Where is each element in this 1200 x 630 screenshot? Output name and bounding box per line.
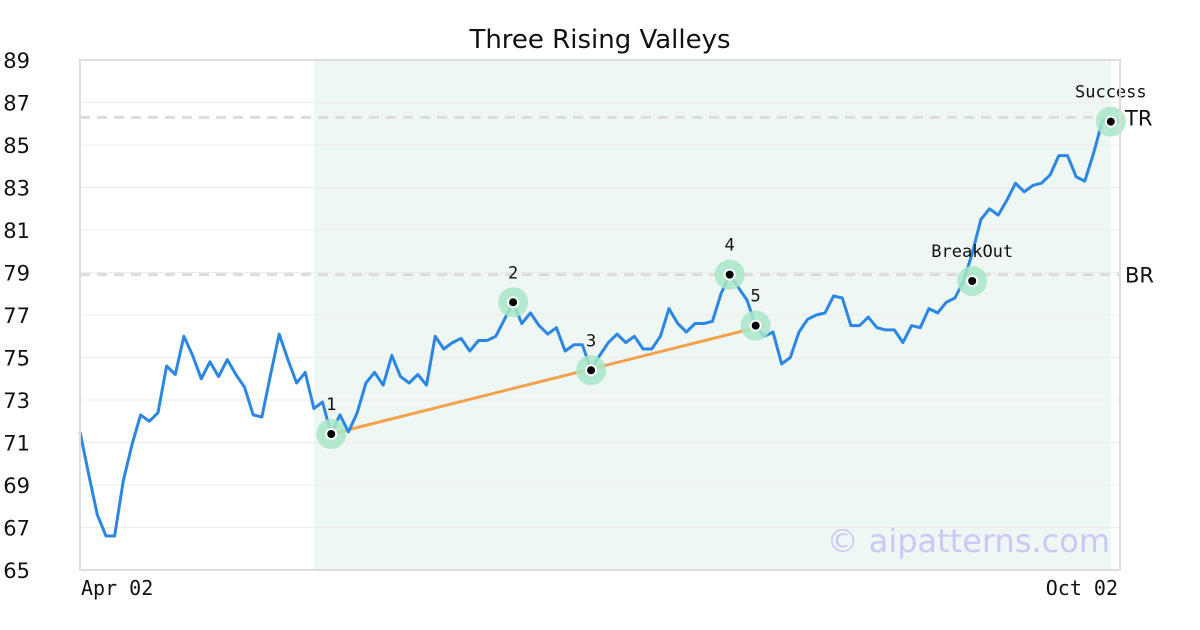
level-label-br: BR bbox=[1125, 264, 1154, 288]
y-tick-label: 67 bbox=[3, 517, 30, 541]
grid-lines bbox=[80, 59, 1120, 571]
annotation-4: 4 bbox=[714, 236, 745, 290]
annotation-1: 1 bbox=[316, 395, 347, 449]
marker-dot bbox=[968, 277, 977, 285]
price-series-line bbox=[78, 115, 1121, 538]
y-tick-label: 87 bbox=[3, 92, 30, 116]
annotation-label: 5 bbox=[751, 287, 761, 307]
y-tick-label: 85 bbox=[3, 134, 30, 158]
y-axis-ticks: 65 67 69 71 73 75 77 79 81 83 85 87 89 bbox=[3, 49, 30, 583]
marker-dot bbox=[587, 366, 596, 375]
chart-title: Three Rising Valleys bbox=[468, 25, 730, 55]
marker-dot bbox=[509, 298, 518, 307]
annotation-label: 3 bbox=[586, 331, 596, 351]
x-tick-label: Apr 02 bbox=[81, 576, 153, 600]
annotation-label: 4 bbox=[725, 236, 735, 256]
plot-frame bbox=[79, 59, 1121, 571]
y-tick-label: 79 bbox=[3, 262, 30, 286]
annotation-2: 2 bbox=[498, 263, 529, 318]
y-tick-label: 69 bbox=[3, 474, 30, 498]
annotation-markers: 1 2 3 4 5 BreakOut Success bbox=[316, 83, 1147, 449]
annotation-label: 1 bbox=[326, 395, 336, 415]
annotation-label: 2 bbox=[508, 263, 518, 283]
level-label-tr: TR bbox=[1124, 106, 1152, 130]
marker-dot bbox=[1106, 117, 1115, 126]
y-tick-label: 71 bbox=[3, 432, 30, 456]
y-tick-label: 83 bbox=[3, 177, 30, 201]
x-tick-label: Oct 02 bbox=[1046, 576, 1118, 600]
y-tick-label: 81 bbox=[3, 219, 30, 243]
level-lines: TR BR bbox=[80, 106, 1154, 288]
marker-dot bbox=[327, 430, 336, 438]
annotation-breakout: BreakOut bbox=[931, 242, 1013, 296]
x-axis-ticks: Apr 02 Oct 02 bbox=[81, 576, 1118, 600]
annotation-label: BreakOut bbox=[931, 242, 1013, 262]
y-tick-label: 77 bbox=[3, 304, 30, 328]
annotation-label: Success bbox=[1075, 83, 1147, 103]
y-tick-label: 65 bbox=[3, 559, 30, 583]
y-tick-label: 73 bbox=[3, 389, 30, 413]
annotation-5: 5 bbox=[740, 287, 771, 341]
y-tick-label: 75 bbox=[3, 347, 30, 371]
watermark-text: © aipatterns.com bbox=[827, 522, 1110, 560]
annotation-success: Success bbox=[1075, 83, 1147, 137]
y-tick-label: 89 bbox=[3, 49, 30, 73]
valley-trendline bbox=[330, 324, 765, 436]
marker-dot bbox=[751, 321, 760, 330]
annotation-3: 3 bbox=[576, 331, 607, 386]
marker-dot bbox=[725, 270, 734, 279]
